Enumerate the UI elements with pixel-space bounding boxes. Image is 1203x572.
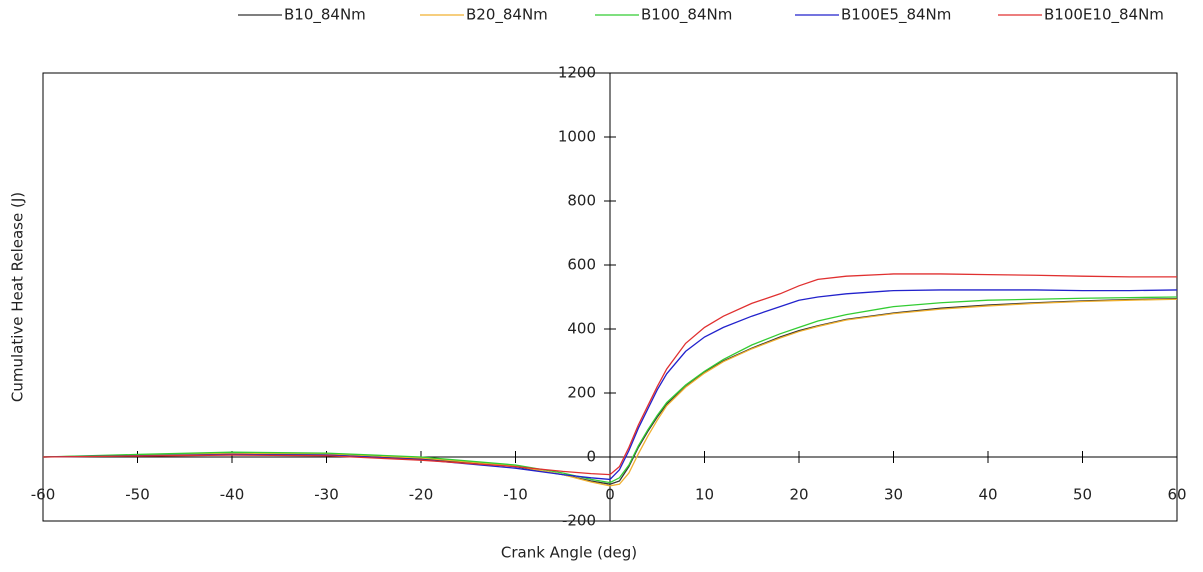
x-tick-label: 20	[789, 486, 808, 504]
x-tick-label: -50	[125, 486, 150, 504]
series-line	[42, 298, 1178, 487]
x-tick-label: -10	[503, 486, 528, 504]
y-tick-label: 1000	[558, 128, 596, 146]
x-tick-label: 60	[1167, 486, 1186, 504]
x-tick-label: -60	[31, 486, 56, 504]
y-axis-title: Cumulative Heat Release (J)	[9, 192, 27, 402]
legend-label: B100_84Nm	[641, 6, 732, 25]
x-tick-label: 10	[695, 486, 714, 504]
series-line	[42, 273, 1177, 476]
legend-label: B100E10_84Nm	[1044, 6, 1164, 25]
legend-label: B100E5_84Nm	[841, 6, 951, 25]
y-tick-label: 0	[586, 448, 596, 466]
series-line	[42, 296, 1178, 484]
legend-label: B20_84Nm	[466, 6, 548, 25]
y-tick-label: 800	[567, 192, 596, 210]
x-tick-label: -40	[220, 486, 245, 504]
y-tick-label: 1200	[558, 64, 596, 82]
x-tick-label: -30	[314, 486, 339, 504]
x-tick-label: 50	[1073, 486, 1092, 504]
x-axis-title: Crank Angle (deg)	[501, 544, 637, 562]
series-line	[42, 289, 1178, 481]
y-tick-label: 200	[567, 384, 596, 402]
y-tick-label: 600	[567, 256, 596, 274]
x-tick-label: 40	[978, 486, 997, 504]
y-tick-label: 400	[567, 320, 596, 338]
x-tick-label: -20	[409, 486, 434, 504]
y-tick-label: -200	[562, 512, 596, 530]
x-tick-label: 30	[884, 486, 903, 504]
legend-label: B10_84Nm	[284, 6, 366, 25]
x-tick-label: 0	[605, 486, 615, 504]
